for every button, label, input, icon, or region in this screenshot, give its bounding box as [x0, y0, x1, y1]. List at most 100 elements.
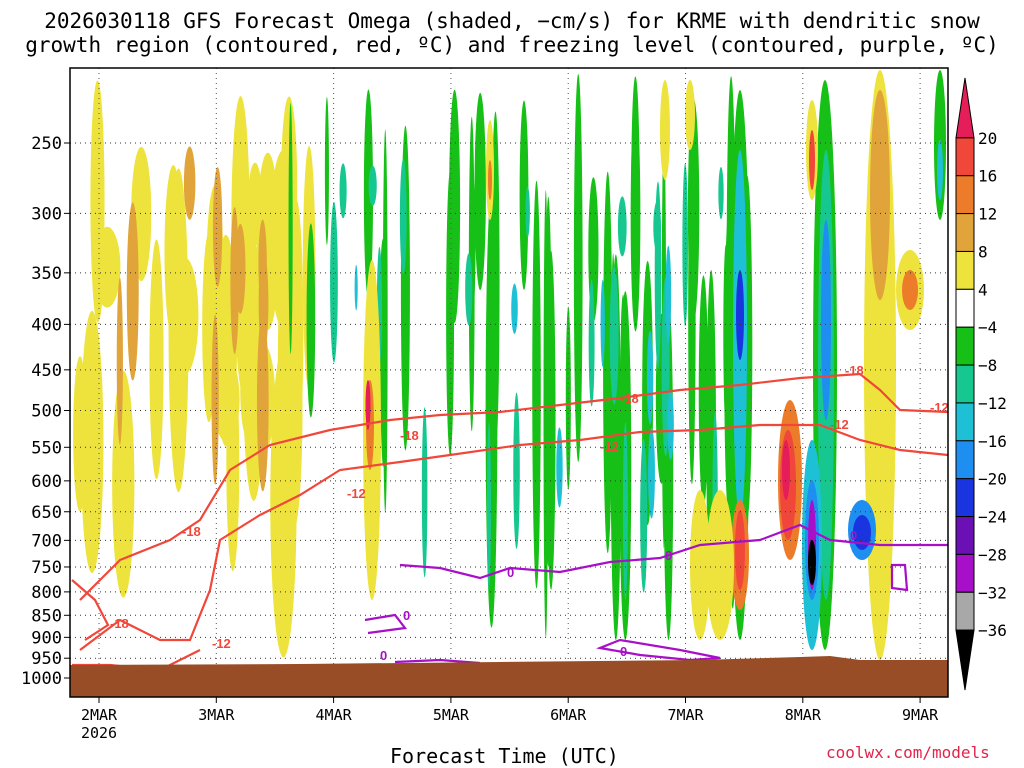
colorbar-swatch [955, 478, 975, 518]
omega-shade [258, 251, 269, 354]
omega-shade [682, 163, 688, 327]
contour-label-red: -12 [347, 486, 366, 501]
omega-shade [532, 180, 541, 589]
omega-shade [736, 270, 744, 360]
omega-shade [573, 73, 583, 462]
x-tick-sublabel: 2026 [81, 724, 117, 742]
omega-shade [116, 277, 123, 445]
omega-shade [306, 223, 316, 418]
omega-shade [339, 163, 347, 219]
y-tick-label: 450 [31, 361, 62, 381]
omega-shade [718, 166, 724, 220]
contour-purple-low [394, 658, 481, 665]
colorbar-swatch [955, 440, 975, 480]
contour-label-purple: 0 [665, 548, 672, 563]
x-tick-label: 6MAR [550, 706, 587, 724]
y-tick-label: 850 [31, 606, 62, 626]
omega-shade [354, 264, 358, 311]
omega-shade [821, 220, 831, 420]
colorbar-label: −28 [978, 545, 1007, 564]
omega-shade [94, 226, 121, 308]
omega-shade [667, 389, 674, 460]
colorbar-label: −32 [978, 583, 1007, 602]
colorbar-label: 16 [978, 167, 997, 186]
x-axis-label: Forecast Time (UTC) [390, 744, 619, 768]
contour-label-red: -18 [845, 363, 864, 378]
contour-red-minus12 [79, 423, 948, 651]
colorbar-label: −36 [978, 621, 1007, 640]
colorbar-label: −16 [978, 432, 1007, 451]
colorbar-label: −8 [978, 356, 997, 375]
y-tick-label: 750 [31, 558, 62, 578]
omega-shade [685, 80, 695, 150]
omega-shade [399, 158, 407, 275]
y-tick-label: 950 [31, 649, 62, 669]
omega-shade [330, 201, 338, 363]
contour-label-red: -12 [930, 400, 949, 415]
contour-red-small [71, 579, 110, 641]
omega-shade [853, 515, 871, 550]
contour-label-purple: 0 [850, 528, 857, 543]
omega-shade [870, 90, 890, 300]
y-tick-label: 600 [31, 472, 62, 492]
plot-area [70, 68, 948, 697]
chart-title-line-1: 2026030118 GFS Forecast Omega (shaded, −… [44, 9, 980, 33]
ground-surface [70, 656, 948, 697]
omega-shade [465, 253, 473, 326]
colorbar-swatch [955, 364, 975, 404]
omega-shade [183, 146, 196, 220]
omega-shade [80, 310, 104, 574]
omega-shade [630, 102, 641, 332]
omega-shade [149, 239, 164, 480]
omega-shade [363, 89, 374, 300]
plot-frame [69, 67, 949, 698]
omega-shade [474, 92, 486, 291]
colorbar-label: 12 [978, 205, 997, 224]
colorbar-swatch [955, 77, 975, 139]
colorbar-swatch [955, 629, 975, 691]
contour-label-red: -18 [400, 428, 419, 443]
omega-shade [706, 490, 734, 640]
omega-shade [617, 196, 627, 257]
colorbar-label: −24 [978, 508, 1007, 527]
y-tick-label: 250 [31, 134, 62, 154]
y-tick-label: 550 [31, 438, 62, 458]
colorbar-label: 20 [978, 129, 997, 148]
contour-label-red: -12 [600, 439, 619, 454]
colorbar-swatch [955, 213, 975, 252]
contour-label-purple: 0 [403, 608, 410, 623]
contour-purple-small [364, 613, 408, 635]
colorbar-swatch [955, 250, 975, 290]
omega-shade [525, 186, 530, 238]
x-tick-label: 7MAR [667, 706, 704, 724]
omega-shade [243, 226, 258, 486]
contour-label-red: -18 [110, 616, 129, 631]
omega-shade [213, 356, 240, 443]
y-tick-label: 1000 [21, 669, 62, 689]
omega-shade [690, 490, 710, 640]
contour-label-purple: 0 [620, 644, 627, 659]
omega-shade [324, 97, 329, 246]
omega-shade [648, 427, 655, 519]
omega-shade [653, 201, 661, 252]
contour-label-red: -12 [830, 417, 849, 432]
omega-shade [211, 314, 219, 485]
contour-label-red: -18 [620, 391, 639, 406]
colorbar-swatch [955, 402, 975, 442]
credit-link[interactable]: coolwx.com/models [826, 743, 990, 762]
omega-shade [687, 98, 700, 321]
omega-shade [486, 422, 492, 590]
omega-shade [365, 380, 371, 430]
y-tick-label: 900 [31, 628, 62, 648]
contour-red-minus18 [79, 372, 948, 601]
omega-shade [247, 162, 263, 246]
omega-shade [735, 510, 745, 590]
omega-shade [808, 540, 816, 585]
colorbar-swatch [955, 516, 975, 555]
contour-purple-0 [399, 523, 948, 580]
colorbar-swatch [955, 326, 975, 366]
omega-shade [171, 257, 199, 374]
y-tick-label: 350 [31, 264, 62, 284]
omega-shade [212, 167, 223, 287]
